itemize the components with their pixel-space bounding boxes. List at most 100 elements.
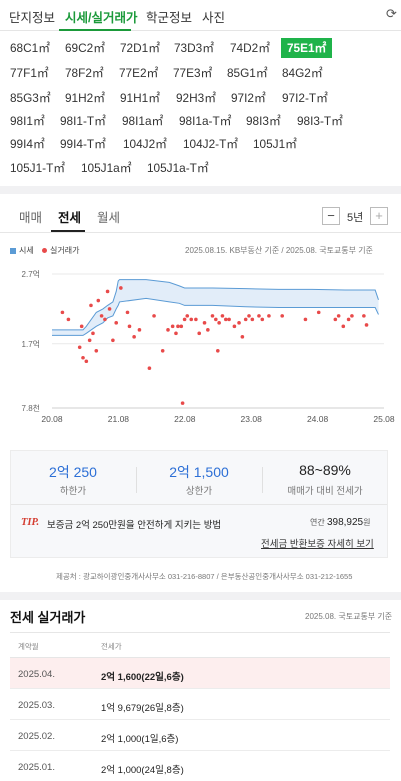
area-chip[interactable]: 98I3㎡: [246, 114, 281, 128]
deal-point: [89, 303, 93, 308]
active-chart-tab-underline: [51, 230, 85, 232]
deal-point: [206, 328, 210, 332]
deal-point: [336, 314, 341, 318]
area-chip[interactable]: 105J1㎡: [253, 137, 297, 151]
guarantee-link[interactable]: 전세금 반환보증 자세히 보기: [261, 539, 374, 550]
area-chip[interactable]: 98I1a-T㎡: [179, 114, 232, 128]
area-chip[interactable]: 77E2㎡: [119, 66, 159, 80]
row-price: 2억 1,000(24일,8층): [101, 765, 184, 776]
deal-point: [260, 317, 265, 322]
chart-tab-sale[interactable]: 매매: [19, 211, 43, 225]
area-chip[interactable]: 105J1a-T㎡: [147, 161, 209, 175]
area-chip[interactable]: 91H2㎡: [65, 91, 105, 105]
area-chip[interactable]: 74D2㎡: [230, 41, 270, 55]
y-tick-label: 2.7억: [22, 269, 40, 279]
section-divider: [0, 186, 401, 194]
table-row[interactable]: 2025.01. 2억 1,000(24일,8층): [10, 751, 390, 781]
deal-point: [210, 314, 215, 318]
stat-separator: [136, 467, 137, 493]
table-row[interactable]: 2025.02. 2억 1,000(1일,6층): [10, 720, 390, 751]
deal-point: [237, 321, 241, 325]
price-band-area: [52, 279, 379, 336]
area-chip[interactable]: 92H3㎡: [176, 91, 216, 105]
chart-tab-monthly[interactable]: 월세: [97, 211, 121, 225]
deal-point: [152, 314, 156, 318]
tab-price[interactable]: 시세/실거래가: [65, 11, 138, 25]
chart-source-note: 2025.08.15. KB부동산 기준 / 2025.08. 국토교통부 기준: [185, 246, 373, 255]
area-chip[interactable]: 73D3㎡: [174, 41, 214, 55]
area-chip[interactable]: 77F1㎡: [10, 66, 49, 80]
deal-point: [125, 310, 130, 315]
deal-point: [197, 331, 202, 336]
refresh-icon[interactable]: ⟳: [386, 6, 397, 21]
y-tick-label: 7.8천: [22, 403, 40, 413]
deal-point: [81, 355, 85, 360]
annual-unit: 원: [363, 518, 371, 527]
deal-point: [182, 317, 187, 322]
deal-swatch: [42, 248, 47, 253]
deal-point: [232, 324, 237, 329]
area-chip[interactable]: 99I4㎡: [10, 137, 45, 151]
jeonse-ratio-label: 매매가 대비 전세가: [287, 486, 363, 497]
table-row[interactable]: 2025.04. 2억 1,600(22일,6층): [10, 658, 390, 689]
area-chip[interactable]: 69C2㎡: [65, 41, 105, 55]
area-chip[interactable]: 98I1a㎡: [122, 114, 164, 128]
area-chip[interactable]: 104J2㎡: [123, 137, 167, 151]
area-chip[interactable]: 97I2-T㎡: [282, 91, 328, 105]
deal-point: [243, 317, 248, 322]
area-chip[interactable]: 85G3㎡: [10, 91, 51, 105]
area-chip[interactable]: 91H1㎡: [120, 91, 160, 105]
section-divider: [0, 592, 401, 600]
deal-point: [250, 317, 255, 322]
area-chip[interactable]: 85G1㎡: [227, 66, 268, 80]
section-title: 전세 실거래가: [10, 610, 86, 625]
x-tick-label: 21.08: [108, 414, 130, 424]
area-chip[interactable]: 78F2㎡: [65, 66, 104, 80]
period-value: 5년: [347, 212, 364, 224]
area-chip[interactable]: 98I1-T㎡: [60, 114, 106, 128]
deal-point: [180, 401, 185, 405]
deal-point: [84, 359, 89, 364]
area-chip[interactable]: 98I3-T㎡: [297, 114, 343, 128]
deal-point: [267, 314, 271, 318]
area-chip[interactable]: 72D1㎡: [120, 41, 160, 55]
area-chip[interactable]: 105J1a㎡: [81, 161, 132, 175]
deal-point: [227, 317, 231, 322]
area-chip[interactable]: 97I2㎡: [231, 91, 266, 105]
tip-text[interactable]: 보증금 2억 250만원을 안전하게 지키는 방법: [47, 520, 222, 531]
x-tick-label: 22.08: [174, 414, 196, 424]
deal-point: [99, 314, 104, 318]
period-plus-button[interactable]: +: [370, 207, 388, 225]
tab-photos[interactable]: 사진: [202, 11, 226, 25]
row-price: 1억 9,679(26일,8층): [101, 703, 184, 714]
tab-complex-info[interactable]: 단지정보: [9, 11, 56, 25]
deal-point: [194, 317, 198, 322]
row-price: 2억 1,600(22일,6층): [101, 672, 184, 683]
deal-point: [303, 317, 308, 322]
area-chip[interactable]: 98I1㎡: [10, 114, 45, 128]
row-date: 2025.04.: [18, 669, 55, 680]
legend-deal-label: 실거래가: [50, 246, 80, 255]
area-chip[interactable]: 77E3㎡: [173, 66, 213, 80]
area-chip[interactable]: 84G2㎡: [282, 66, 323, 80]
area-chip[interactable]: 105J1-T㎡: [10, 161, 66, 175]
deal-point: [174, 331, 178, 336]
area-chip[interactable]: 68C1㎡: [10, 41, 50, 55]
tab-school[interactable]: 학군정보: [146, 11, 193, 25]
deal-point: [240, 335, 245, 339]
deal-point: [364, 323, 369, 327]
deal-point: [60, 310, 65, 315]
chart-tab-jeonse[interactable]: 전세: [58, 211, 82, 225]
table-row[interactable]: 2025.03. 1억 9,679(26일,8층): [10, 689, 390, 720]
row-date: 2025.01.: [18, 762, 55, 773]
price-band-upper: [52, 279, 379, 331]
x-tick-label: 20.08: [41, 414, 63, 424]
area-chip[interactable]: 75E1㎡: [281, 38, 333, 58]
lower-price-value: 2억 250: [49, 464, 97, 480]
period-minus-button[interactable]: −: [322, 207, 340, 225]
area-chip[interactable]: 99I4-T㎡: [60, 137, 106, 151]
deal-point: [91, 331, 95, 336]
area-chip[interactable]: 104J2-T㎡: [183, 137, 239, 151]
deal-point: [160, 348, 165, 353]
